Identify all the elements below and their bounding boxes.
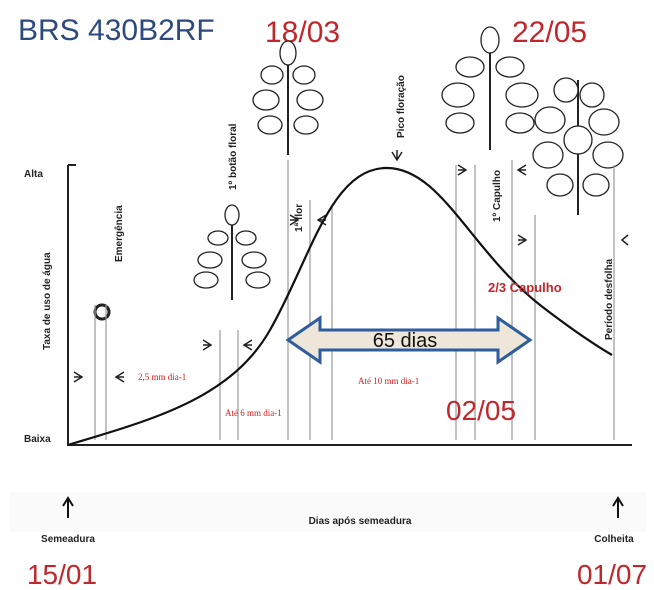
harvest-arrow <box>612 496 624 518</box>
date: 18/03 <box>265 16 340 49</box>
rate: Até 6 mm dia-1 <box>225 408 282 418</box>
harvest-label: Colheita <box>594 534 634 545</box>
sowing-arrow <box>62 496 74 518</box>
stage-label: Pico floração <box>396 75 407 138</box>
sowing-label: Semeadura <box>41 534 95 545</box>
date: 02/05 <box>446 395 516 426</box>
stage-label: Período desfolha <box>604 258 615 340</box>
stage-label: 1ª flor <box>294 204 305 232</box>
stage-label: 1º botão floral <box>228 123 239 190</box>
y-axis-label: Taxa de uso de água <box>42 252 53 350</box>
timeline-band <box>10 492 646 532</box>
plant-icons <box>93 26 624 321</box>
y-high: Alta <box>24 169 43 180</box>
water-use-curve <box>67 166 613 447</box>
title: BRS 430B2RF <box>18 14 215 47</box>
date: 01/07 <box>577 559 647 590</box>
duration-arrow <box>285 315 533 365</box>
date: 15/01 <box>27 559 97 590</box>
stage-label: 1º Capulho <box>492 170 503 222</box>
stage-label: Emergência <box>114 205 125 262</box>
duration: 65 dias <box>373 330 438 352</box>
arrow-marks <box>73 150 629 383</box>
stage-label: 2/3 Capulho <box>488 280 562 295</box>
stage-lines <box>94 160 615 440</box>
date: 22/05 <box>512 16 587 49</box>
rate: 2,5 mm dia-1 <box>138 372 186 382</box>
x-axis-label: Dias após semeadura <box>309 516 412 527</box>
axes <box>67 165 632 446</box>
rate: Até 10 mm dia-1 <box>358 376 419 386</box>
y-low: Baixa <box>24 434 51 445</box>
